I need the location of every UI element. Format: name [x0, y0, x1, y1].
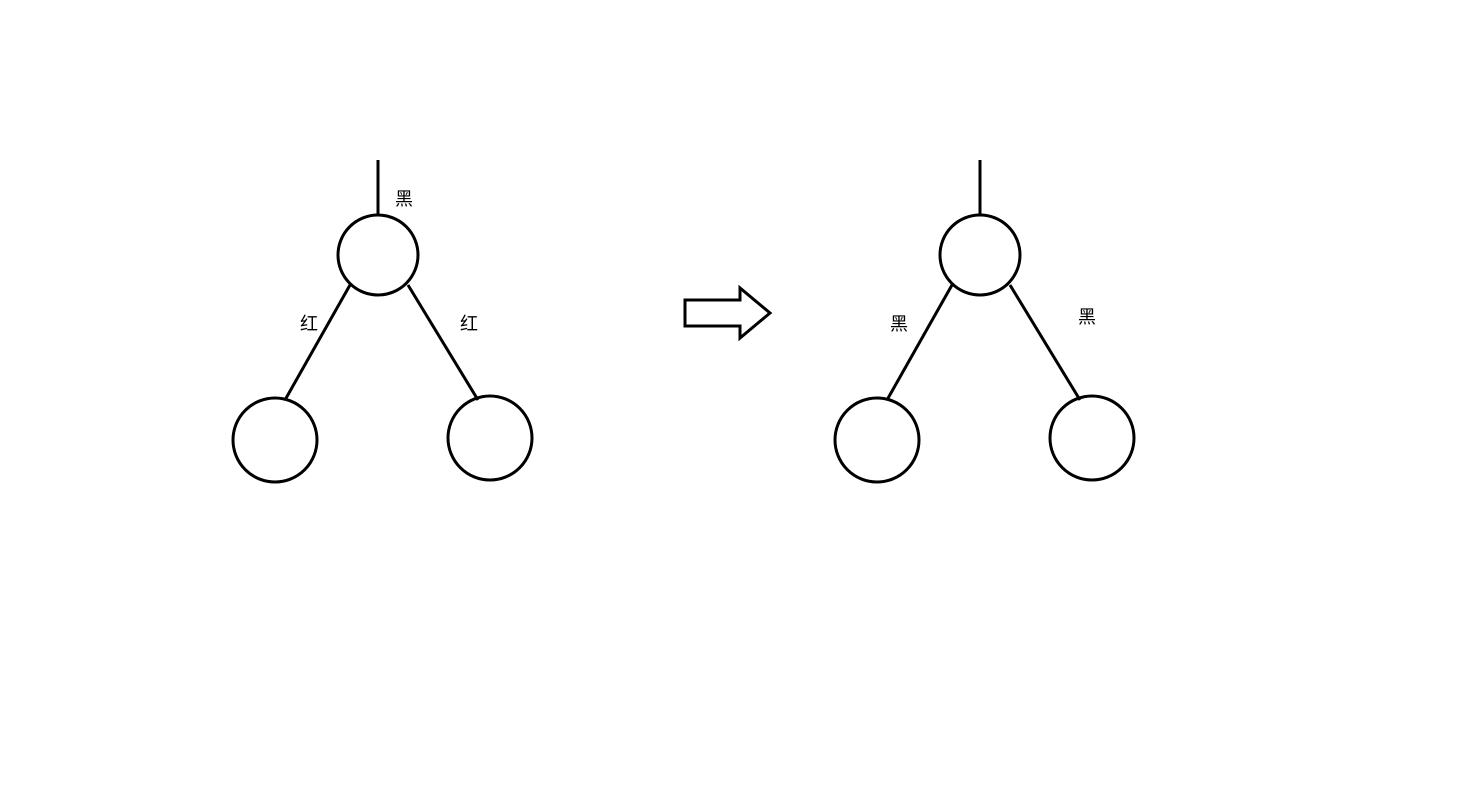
left-tree-root-node — [338, 215, 418, 295]
transform-arrow — [685, 288, 770, 338]
left-tree-right-child-node — [448, 396, 532, 480]
left-tree-left-edge-label: 红 — [300, 314, 318, 334]
arrow-outline — [685, 288, 770, 338]
diagram-canvas: 黑 红 红 黑 黑 — [0, 0, 1481, 787]
left-tree-right-edge-label: 红 — [460, 314, 478, 334]
right-tree-right-edge — [1010, 285, 1080, 400]
right-tree-left-edge-label: 黑 — [890, 314, 908, 334]
left-tree-left-edge — [285, 285, 350, 400]
right-tree-root-node — [940, 215, 1020, 295]
left-tree: 黑 红 红 — [233, 160, 532, 482]
right-tree-right-child-node — [1050, 396, 1134, 480]
right-tree-left-child-node — [835, 398, 919, 482]
left-tree-right-edge — [408, 285, 478, 400]
left-tree-root-label: 黑 — [395, 189, 413, 209]
right-tree-right-edge-label: 黑 — [1078, 307, 1096, 327]
right-tree: 黑 黑 — [835, 160, 1134, 482]
left-tree-left-child-node — [233, 398, 317, 482]
right-tree-left-edge — [887, 285, 952, 400]
